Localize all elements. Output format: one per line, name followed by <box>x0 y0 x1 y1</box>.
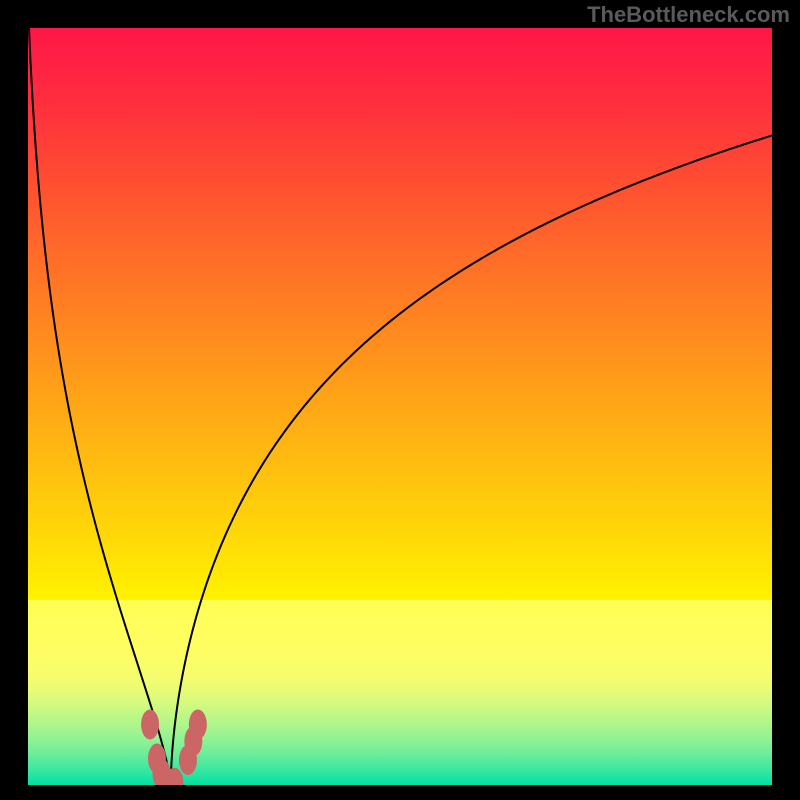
watermark-text: TheBottleneck.com <box>587 2 790 28</box>
curve-marker <box>189 709 207 739</box>
bottleneck-chart <box>0 0 800 800</box>
curve-marker <box>141 709 159 739</box>
chart-container: TheBottleneck.com <box>0 0 800 800</box>
